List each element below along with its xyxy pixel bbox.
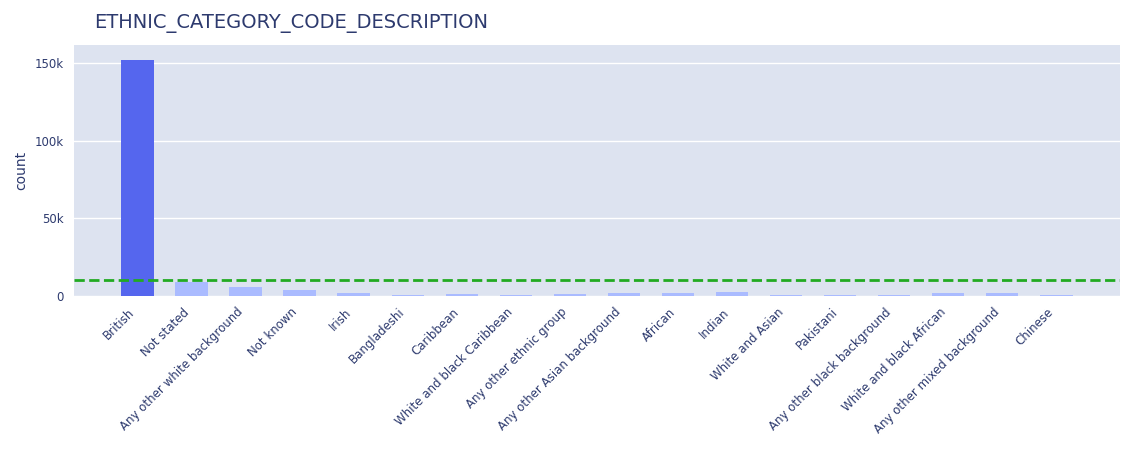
Bar bbox=[500, 295, 532, 296]
Bar bbox=[1040, 295, 1073, 296]
Bar bbox=[716, 292, 748, 296]
Bar bbox=[932, 293, 964, 296]
Bar bbox=[391, 295, 424, 296]
Bar bbox=[176, 282, 208, 296]
Bar bbox=[987, 292, 1018, 296]
Text: ETHNIC_CATEGORY_CODE_DESCRIPTION: ETHNIC_CATEGORY_CODE_DESCRIPTION bbox=[94, 14, 489, 33]
Bar bbox=[284, 291, 316, 296]
Bar bbox=[662, 293, 694, 296]
Bar bbox=[824, 295, 856, 296]
Bar bbox=[553, 294, 586, 296]
Bar bbox=[770, 295, 802, 296]
Bar bbox=[229, 288, 262, 296]
Y-axis label: count: count bbox=[14, 151, 28, 190]
Bar bbox=[878, 295, 911, 296]
Bar bbox=[121, 60, 154, 296]
Bar bbox=[338, 293, 370, 296]
Bar bbox=[446, 293, 479, 296]
Bar bbox=[608, 293, 640, 296]
